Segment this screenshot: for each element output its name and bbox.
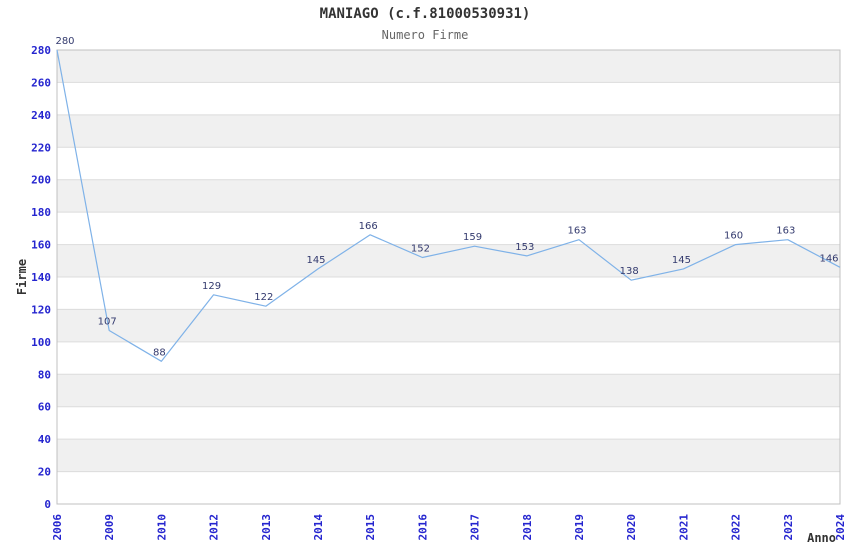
data-label: 166 [359,221,378,232]
data-label: 152 [411,244,430,255]
y-tick-label: 80 [38,368,51,381]
series-line [56,49,841,362]
data-label: 159 [463,232,482,243]
y-tick-label: 280 [31,44,51,57]
grid-band [57,244,840,277]
x-tick-label: 2019 [573,514,586,541]
data-label: 280 [55,36,74,47]
y-tick-label: 60 [38,401,51,414]
x-tick-label: 2009 [103,514,116,541]
chart-title: MANIAGO (c.f.81000530931) [319,6,531,22]
y-tick-label: 100 [31,336,51,349]
data-label: 88 [153,347,166,358]
x-tick-label: 2014 [312,514,325,541]
data-label: 145 [672,255,691,266]
data-label: 160 [724,231,743,242]
grid-band [57,309,840,342]
x-tick-label: 2015 [364,514,377,541]
grid-band [57,114,840,148]
x-tick-label: 2020 [625,514,638,541]
y-tick-label: 220 [31,141,51,154]
data-label: 122 [254,292,273,303]
y-tick-label: 180 [31,206,51,219]
data-label: 107 [98,317,117,328]
grid-band [57,50,840,83]
data-label: 163 [567,226,586,237]
x-axis-title: Anno [807,531,836,545]
x-tick-label: 2013 [260,514,273,541]
x-tick-label: 2016 [416,514,429,541]
x-tick-label: 2022 [730,514,743,541]
data-label: 153 [515,242,534,253]
y-tick-label: 240 [31,109,51,122]
data-label: 145 [306,255,325,266]
data-label: 146 [819,253,838,264]
y-tick-label: 200 [31,174,51,187]
x-tick-label: 2006 [51,514,64,541]
grid-band [57,439,840,472]
plot-border [56,49,841,505]
x-tick-label: 2021 [677,514,690,541]
x-tick-label: 2012 [208,514,221,541]
x-tick-label: 2010 [155,514,168,541]
y-tick-label: 0 [44,498,51,511]
chart-subtitle: Numero Firme [381,28,469,42]
x-tick-label: 2017 [469,514,482,541]
grid-band [57,179,840,213]
y-tick-label: 120 [31,303,51,316]
y-tick-label: 20 [38,466,51,479]
y-axis-title: Firme [15,258,29,296]
y-tick-label: 260 [31,76,51,89]
data-label: 163 [776,226,795,237]
x-tick-label: 2024 [834,514,847,541]
y-tick-label: 160 [31,239,51,252]
x-tick-label: 2023 [782,514,795,541]
x-tick-label: 2018 [521,514,534,541]
y-tick-label: 140 [31,271,51,284]
y-tick-label: 40 [38,433,51,446]
grid-band [57,374,840,407]
data-label: 138 [620,266,639,277]
data-label: 129 [202,281,221,292]
